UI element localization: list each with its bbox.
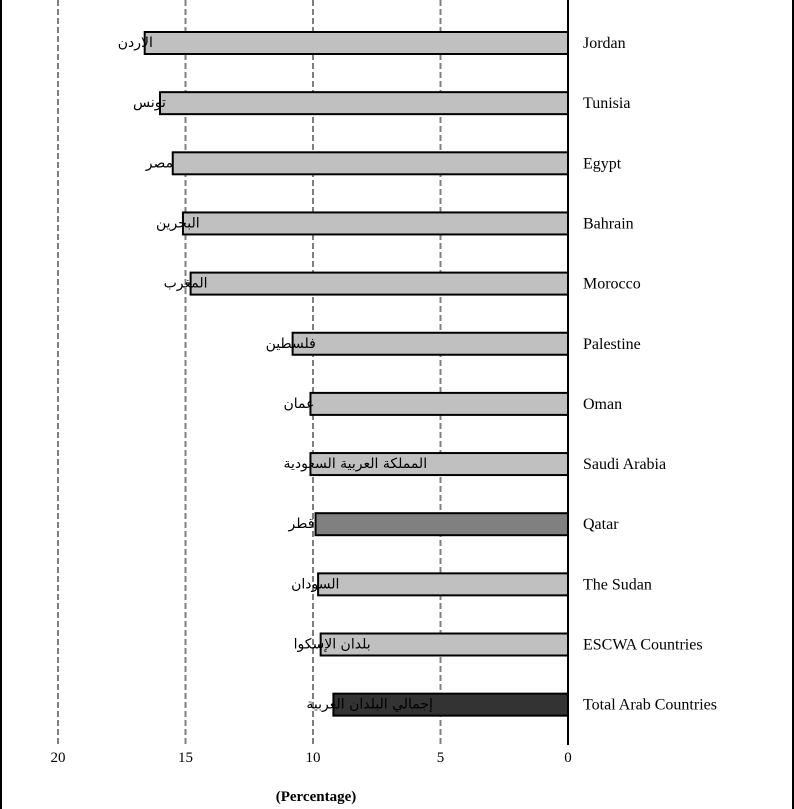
category-label: Bahrain — [583, 215, 634, 232]
x-ticks: 20 15 10 5 0 — [51, 750, 572, 766]
category-label: The Sudan — [583, 576, 652, 593]
category-label: Oman — [583, 396, 622, 413]
category-label: Palestine — [583, 336, 641, 353]
bar — [291, 331, 569, 356]
category-label-arabic: المملكة العربية السعودية — [283, 456, 427, 472]
category-label-arabic: فلسطين — [266, 336, 316, 352]
category-label-arabic: البحرين — [156, 215, 200, 231]
x-axis-title: (Percentage) — [276, 789, 357, 805]
category-label: Total Arab Countries — [583, 697, 717, 714]
category-label: Tunisia — [583, 95, 630, 112]
x-tick-label: 5 — [437, 750, 445, 766]
bar — [181, 211, 569, 236]
bar — [314, 512, 569, 537]
category-labels: Jordan الاردن Tunisia تونس Egypt مصر Bahrain ال… — [118, 35, 717, 714]
bar — [317, 572, 569, 597]
category-label: Egypt — [583, 155, 622, 172]
x-tick-label: 20 — [51, 750, 66, 766]
category-label: Saudi Arabia — [583, 456, 666, 473]
category-label-arabic: قطر — [288, 516, 315, 532]
category-label-arabic: الاردن — [118, 35, 153, 51]
category-label-arabic: السودان — [291, 576, 339, 592]
bar — [171, 151, 569, 176]
x-tick-label: 15 — [178, 750, 193, 766]
grid-lines — [57, 0, 442, 745]
category-label-arabic: بلدان الإسكوا — [294, 637, 371, 653]
category-label: Jordan — [583, 35, 626, 52]
category-label-arabic: عمان — [283, 396, 314, 412]
category-label: Morocco — [583, 276, 641, 293]
x-tick-label: 0 — [564, 750, 572, 766]
category-label-arabic: مصر — [145, 155, 173, 171]
bar — [189, 271, 569, 296]
category-label-arabic: تونس — [133, 95, 166, 111]
x-tick-label: 10 — [306, 750, 321, 766]
bar — [309, 391, 569, 416]
category-label: ESCWA Countries — [583, 637, 703, 654]
category-label: Qatar — [583, 516, 619, 533]
category-label-arabic: إجمالي البلدان العربية — [306, 697, 433, 713]
bars — [143, 31, 569, 717]
category-label-arabic: المغرب — [164, 276, 208, 292]
bar — [143, 31, 569, 55]
bar — [159, 91, 569, 116]
